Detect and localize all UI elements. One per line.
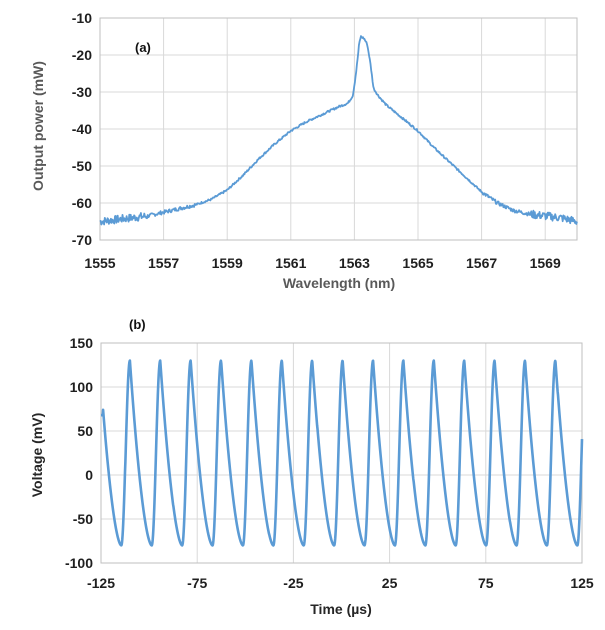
y-tick-label: -100 (65, 555, 93, 571)
y-tick-label: 100 (70, 379, 94, 395)
panel-label-a: (a) (135, 40, 151, 55)
voltage-chart: -125 -75 -25 25 75 125 150 100 50 0 -50 -100 (b) T… (29, 317, 594, 617)
x-tick-label: 1557 (148, 255, 179, 271)
x-tick-label: 125 (570, 575, 594, 591)
spectrum-y-axis-label: Output power (mW) (30, 61, 46, 191)
panel-label-b: (b) (129, 317, 146, 332)
x-tick-label: 1561 (275, 255, 306, 271)
spectrum-series-line (99, 35, 578, 226)
x-tick-label: 1565 (402, 255, 433, 271)
x-tick-label: 1567 (466, 255, 497, 271)
y-tick-label: -70 (72, 232, 92, 248)
voltage-x-axis-label: Time (µs) (310, 601, 372, 617)
y-tick-label: -30 (72, 84, 92, 100)
x-tick-label: 1563 (339, 255, 370, 271)
y-tick-label: 0 (85, 467, 93, 483)
y-tick-label: -50 (72, 158, 92, 174)
y-tick-label: 150 (70, 335, 94, 351)
y-tick-label: -50 (73, 511, 93, 527)
x-tick-label: 1569 (530, 255, 561, 271)
x-tick-label: 1555 (84, 255, 115, 271)
x-tick-label: -75 (187, 575, 207, 591)
y-tick-label: -20 (72, 47, 92, 63)
x-tick-label: -125 (87, 575, 115, 591)
y-tick-label: -10 (72, 10, 92, 26)
spectrum-x-axis-label: Wavelength (nm) (283, 275, 395, 291)
spectrum-plot-frame (99, 17, 578, 241)
voltage-x-tick-labels: -125 -75 -25 25 75 125 (87, 575, 594, 591)
x-tick-label: -25 (283, 575, 303, 591)
voltage-y-axis-label: Voltage (mV) (29, 413, 45, 498)
x-tick-label: 25 (382, 575, 398, 591)
spectrum-chart: 1555 1557 1559 1561 1563 1565 1567 1569 -10-20-… (30, 10, 578, 291)
voltage-series-line (100, 359, 584, 547)
x-tick-label: 75 (478, 575, 494, 591)
y-tick-label: -60 (72, 195, 92, 211)
y-tick-label: -40 (72, 121, 92, 137)
spectrum-x-tick-labels: 1555 1557 1559 1561 1563 1565 1567 1569 (84, 255, 561, 271)
spectrum-y-tick-labels: -10 -20 -30 -40 -50 -60 -70 (72, 10, 92, 248)
x-tick-label: 1559 (212, 255, 243, 271)
y-tick-label: 50 (77, 423, 93, 439)
voltage-y-tick-labels: 150 100 50 0 -50 -100 (65, 335, 93, 571)
